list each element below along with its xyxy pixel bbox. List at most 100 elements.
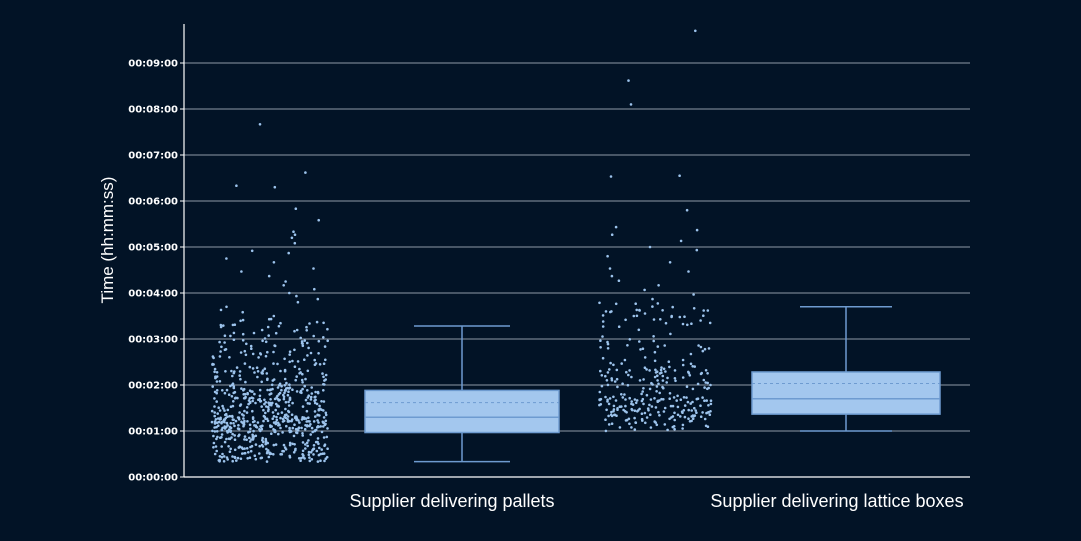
- data-point: [306, 369, 310, 373]
- data-point: [231, 323, 235, 327]
- data-point: [269, 392, 273, 395]
- data-point: [695, 411, 698, 415]
- data-point: [216, 412, 219, 415]
- outlier-point: [610, 233, 614, 236]
- data-point: [264, 442, 268, 446]
- data-point: [286, 393, 290, 397]
- data-point: [690, 409, 693, 412]
- data-point: [292, 451, 296, 454]
- data-point: [279, 416, 282, 420]
- data-point: [266, 409, 270, 413]
- data-point: [285, 413, 288, 417]
- data-point: [301, 432, 304, 435]
- data-point: [308, 424, 311, 428]
- data-point: [642, 402, 645, 406]
- iqr-box: [364, 389, 560, 434]
- data-point: [682, 396, 686, 399]
- data-point: [606, 347, 610, 350]
- data-point: [291, 442, 294, 446]
- data-point: [653, 359, 657, 363]
- data-point: [609, 413, 613, 417]
- outlier-point: [287, 251, 291, 255]
- data-point: [326, 427, 329, 430]
- data-point: [303, 339, 307, 342]
- data-point: [658, 414, 661, 417]
- data-point: [608, 397, 612, 400]
- data-point: [318, 404, 321, 408]
- data-point: [261, 424, 264, 428]
- outlier-point: [258, 123, 262, 126]
- outlier-point: [617, 279, 621, 283]
- data-point: [638, 379, 642, 382]
- data-point: [312, 447, 316, 451]
- data-point: [228, 414, 232, 418]
- data-point: [248, 365, 252, 369]
- outlier-point: [272, 314, 276, 318]
- data-point: [231, 383, 234, 387]
- data-point: [247, 431, 250, 434]
- data-point: [274, 331, 278, 335]
- data-point: [256, 370, 260, 373]
- data-point: [648, 403, 651, 407]
- data-point: [298, 372, 301, 375]
- data-point: [323, 345, 327, 348]
- outlier-point: [634, 302, 637, 306]
- data-point: [323, 443, 327, 447]
- data-point: [326, 339, 330, 343]
- outlier-point: [637, 328, 641, 332]
- data-point: [654, 421, 657, 424]
- data-point: [233, 424, 236, 428]
- data-point: [320, 400, 323, 403]
- data-point: [263, 367, 267, 371]
- data-point: [226, 408, 230, 412]
- data-point: [258, 444, 262, 448]
- data-point: [275, 415, 278, 419]
- outlier-point: [690, 322, 693, 326]
- data-point: [702, 378, 706, 382]
- data-point: [615, 414, 618, 418]
- data-point: [285, 381, 288, 385]
- data-point: [290, 418, 294, 421]
- data-point: [222, 324, 225, 327]
- data-point: [709, 383, 712, 387]
- data-point: [277, 393, 281, 396]
- data-point: [230, 414, 234, 418]
- data-point: [288, 443, 292, 447]
- data-point: [267, 334, 271, 337]
- data-point: [230, 369, 233, 373]
- data-point: [266, 441, 270, 445]
- data-point: [691, 400, 694, 404]
- data-point: [220, 345, 223, 349]
- data-point: [687, 408, 690, 412]
- data-point: [255, 366, 259, 370]
- data-point: [273, 344, 276, 347]
- data-point: [284, 389, 287, 392]
- data-point: [694, 409, 697, 412]
- data-point: [303, 384, 307, 388]
- data-point: [236, 427, 240, 430]
- data-point: [663, 423, 667, 426]
- data-point: [246, 457, 249, 460]
- data-point: [293, 443, 296, 446]
- data-point: [254, 457, 258, 461]
- outlier-point: [316, 297, 320, 301]
- data-point: [662, 398, 665, 401]
- y-tick-label: 00:04:00: [128, 289, 178, 300]
- data-point: [620, 393, 623, 396]
- data-point: [219, 325, 223, 329]
- data-point: [686, 323, 689, 327]
- data-point: [322, 321, 325, 325]
- data-point: [312, 334, 316, 338]
- outlier-point: [295, 294, 298, 298]
- data-point: [688, 420, 692, 423]
- data-point: [636, 410, 639, 413]
- data-point: [648, 369, 651, 372]
- data-point: [260, 380, 264, 384]
- data-point: [267, 405, 270, 409]
- data-point: [215, 421, 219, 425]
- outlier-point: [315, 320, 319, 324]
- data-point: [261, 438, 264, 442]
- data-point: [239, 351, 243, 354]
- data-point: [709, 399, 713, 403]
- data-point: [262, 408, 265, 412]
